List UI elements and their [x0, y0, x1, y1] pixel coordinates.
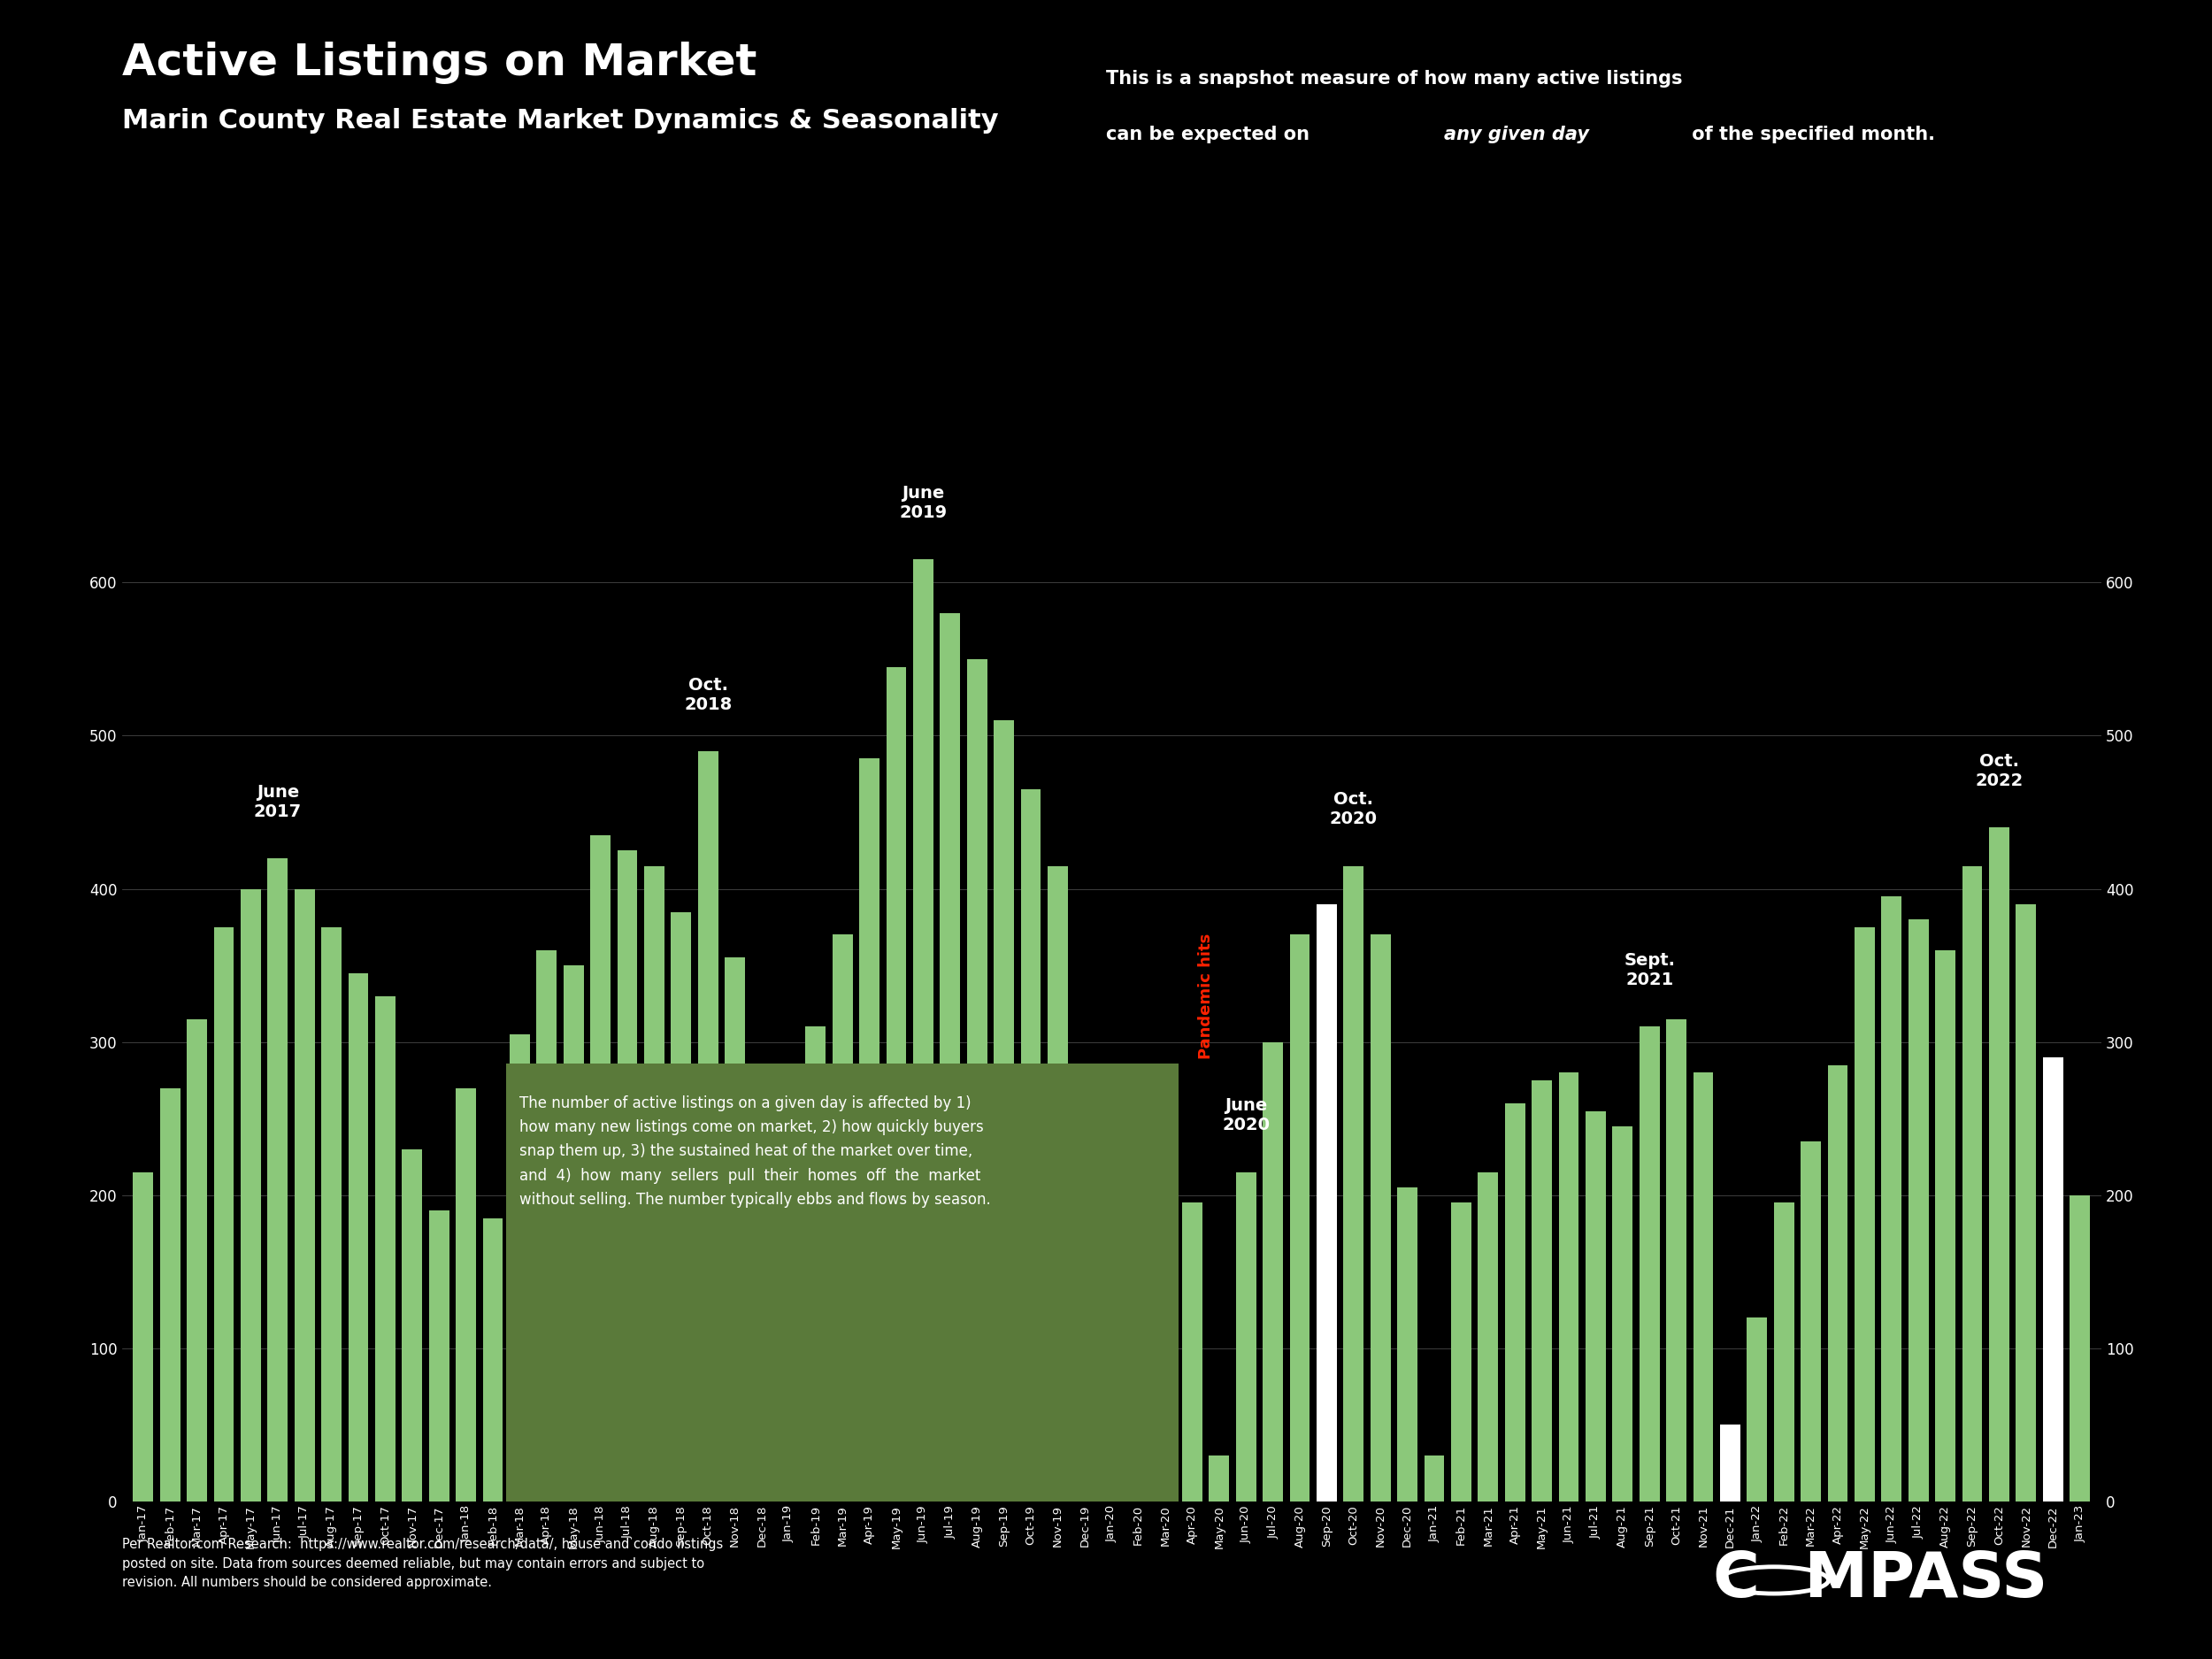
Bar: [1989, 828, 2008, 1501]
Bar: [294, 889, 314, 1501]
Bar: [967, 659, 987, 1501]
Bar: [1827, 1065, 1847, 1501]
Bar: [1882, 896, 1902, 1501]
Bar: [1020, 790, 1042, 1501]
Text: June
2019: June 2019: [900, 484, 947, 521]
Bar: [1721, 1425, 1741, 1501]
Bar: [591, 834, 611, 1501]
Text: Oct.
2018: Oct. 2018: [684, 677, 732, 713]
Text: Sept.
2021: Sept. 2021: [1624, 952, 1674, 989]
Bar: [940, 614, 960, 1501]
Bar: [159, 1088, 179, 1501]
Bar: [321, 927, 341, 1501]
Bar: [644, 866, 664, 1501]
Text: June
2020: June 2020: [1223, 1098, 1270, 1133]
Bar: [2044, 1057, 2064, 1501]
Bar: [858, 758, 880, 1501]
Bar: [347, 974, 369, 1501]
Bar: [1692, 1073, 1714, 1501]
Text: Marin County Real Estate Market Dynamics & Seasonality: Marin County Real Estate Market Dynamics…: [122, 108, 998, 133]
Bar: [456, 1088, 476, 1501]
Text: can be expected on: can be expected on: [1106, 126, 1316, 144]
Bar: [1371, 934, 1391, 1501]
Bar: [1586, 1112, 1606, 1501]
Bar: [2015, 904, 2037, 1501]
Text: C  MPASS: C MPASS: [1712, 1550, 2048, 1611]
Bar: [1181, 1203, 1203, 1501]
Bar: [832, 934, 852, 1501]
Bar: [1962, 866, 1982, 1501]
Text: Oct.
2020: Oct. 2020: [1329, 791, 1378, 828]
Bar: [507, 1063, 1179, 1501]
Bar: [726, 957, 745, 1501]
Bar: [914, 559, 933, 1501]
Bar: [1747, 1317, 1767, 1501]
Bar: [1639, 1027, 1659, 1501]
Bar: [215, 927, 234, 1501]
Bar: [1425, 1455, 1444, 1501]
Bar: [268, 858, 288, 1501]
Bar: [241, 889, 261, 1501]
Text: This is a snapshot measure of how many active listings: This is a snapshot measure of how many a…: [1106, 70, 1683, 88]
Text: Oct.
2022: Oct. 2022: [1975, 753, 2024, 790]
Bar: [1343, 866, 1365, 1501]
Bar: [482, 1218, 502, 1501]
Bar: [887, 667, 907, 1501]
Bar: [1128, 1173, 1148, 1501]
Text: The number of active listings on a given day is affected by 1)
how many new list: The number of active listings on a given…: [520, 1095, 991, 1208]
Bar: [2070, 1194, 2090, 1501]
Text: any given day: any given day: [1444, 126, 1590, 144]
Bar: [1451, 1203, 1471, 1501]
Bar: [376, 995, 396, 1501]
Bar: [133, 1173, 153, 1501]
Bar: [1316, 904, 1336, 1501]
Bar: [779, 1095, 799, 1501]
Bar: [564, 966, 584, 1501]
Bar: [429, 1211, 449, 1501]
Bar: [1801, 1141, 1820, 1501]
Bar: [1155, 1141, 1175, 1501]
Bar: [752, 1095, 772, 1501]
Bar: [403, 1150, 422, 1501]
Bar: [993, 720, 1013, 1501]
Bar: [1102, 1173, 1121, 1501]
Text: Active Listings on Market: Active Listings on Market: [122, 41, 757, 85]
Bar: [1559, 1073, 1579, 1501]
Bar: [1936, 951, 1955, 1501]
Bar: [1048, 866, 1068, 1501]
Bar: [1909, 919, 1929, 1501]
Bar: [1075, 1126, 1095, 1501]
Text: Per Realtor.com Research:  https://www.realtor.com/research/data/, house and con: Per Realtor.com Research: https://www.re…: [122, 1538, 723, 1589]
Bar: [670, 912, 690, 1501]
Bar: [1398, 1188, 1418, 1501]
Bar: [1237, 1173, 1256, 1501]
Text: June
2017: June 2017: [254, 783, 301, 820]
Bar: [1478, 1173, 1498, 1501]
Text: Pandemic hits: Pandemic hits: [1197, 932, 1214, 1058]
Text: of the specified month.: of the specified month.: [1686, 126, 1936, 144]
Bar: [805, 1027, 825, 1501]
Bar: [509, 1034, 531, 1501]
Bar: [1290, 934, 1310, 1501]
Bar: [1774, 1203, 1794, 1501]
Bar: [1504, 1103, 1524, 1501]
Bar: [1666, 1019, 1686, 1501]
Bar: [186, 1019, 208, 1501]
Bar: [1263, 1042, 1283, 1501]
Bar: [1533, 1080, 1553, 1501]
Bar: [1854, 927, 1876, 1501]
Bar: [1613, 1126, 1632, 1501]
Bar: [617, 851, 637, 1501]
Bar: [538, 951, 557, 1501]
Bar: [1210, 1455, 1230, 1501]
Bar: [699, 752, 719, 1501]
